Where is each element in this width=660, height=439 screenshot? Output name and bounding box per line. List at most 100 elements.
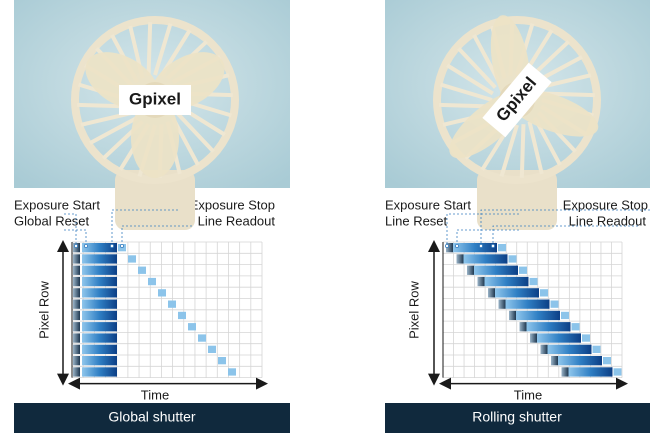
leader-line (492, 225, 638, 246)
readout-cell (138, 266, 146, 274)
exposure-bar (82, 254, 117, 264)
leader-line (446, 213, 519, 246)
leader-dot (444, 243, 449, 248)
logo-card (482, 62, 552, 138)
fan-spoke (175, 111, 215, 154)
exposure-bar (484, 276, 529, 287)
exposure-bar (82, 356, 117, 366)
reset-cell (467, 265, 474, 275)
readout-cell (128, 255, 136, 263)
readout-cell (208, 345, 216, 353)
logo: Gpixel (129, 89, 181, 108)
caption-bar (14, 403, 290, 433)
exposure-bar (495, 288, 539, 298)
axis-label: Time (514, 387, 542, 402)
readout-cell (582, 334, 590, 342)
exposure-bar (558, 356, 602, 366)
exposure-bar (82, 299, 117, 309)
fan-stand (115, 170, 195, 230)
exposure-bar (82, 333, 117, 343)
reset-cell (73, 288, 80, 298)
exposure-bar (463, 254, 508, 264)
leader-line (64, 213, 77, 246)
leader-dot (110, 243, 115, 248)
exposure-bar (526, 322, 571, 332)
fan-spoke (519, 124, 526, 178)
reset-cell (73, 299, 80, 309)
readout-cell (529, 277, 538, 286)
exposure-bar (505, 299, 550, 309)
reset-cell (73, 344, 80, 354)
leader-line (480, 209, 650, 246)
label: Exposure Stop (563, 197, 648, 212)
reset-cell (540, 344, 548, 354)
readout-cell (228, 368, 236, 376)
label: Line Readout (569, 213, 647, 228)
readout-cell (198, 334, 206, 342)
readout-cell (508, 255, 517, 263)
fan-spoke (499, 124, 519, 178)
readout-cell (188, 323, 196, 331)
axis-label: Pixel Row (36, 280, 51, 338)
reset-cell (73, 322, 80, 332)
fan-spoke (153, 22, 173, 76)
readout-cell (498, 244, 506, 252)
exposure-bar (82, 243, 117, 253)
exposure-bar (82, 367, 117, 377)
exposure-bar (474, 265, 518, 275)
readout-cell (178, 311, 186, 320)
leader-line (121, 225, 192, 246)
readout-cell (613, 368, 622, 376)
reset-cell (551, 356, 558, 366)
leader-line (64, 229, 87, 246)
caption: Rolling shutter (472, 409, 562, 425)
reset-cell (73, 356, 80, 366)
exposure-bar (547, 344, 592, 354)
reset-cell (456, 254, 464, 264)
exposure-bar (453, 243, 497, 253)
reset-cell (73, 276, 80, 287)
readout-cell (218, 357, 226, 365)
fan-spoke (439, 82, 493, 102)
readout-cell (148, 277, 156, 286)
readout-cell (571, 323, 580, 331)
fan-blade (131, 98, 179, 178)
readout-cell (603, 357, 611, 365)
label: Line Readout (198, 213, 276, 228)
readout-cell (550, 300, 559, 308)
exposure-bar (82, 310, 117, 321)
exposure-bar (82, 276, 117, 287)
fan-spoke (457, 46, 497, 89)
reset-cell (519, 322, 527, 332)
exposure-bar (82, 288, 117, 298)
leader-dot (490, 243, 495, 248)
exposure-bar (82, 265, 117, 275)
fan-rim (71, 16, 239, 184)
readout-cell (592, 345, 601, 353)
reset-cell (73, 265, 80, 275)
label: Line Reset (385, 213, 448, 228)
fan-stand (477, 170, 557, 230)
reset-cell (509, 310, 516, 321)
leader-dot (478, 243, 483, 248)
reset-cell (73, 333, 80, 343)
readout-cell (519, 266, 527, 274)
fan-rim (433, 16, 601, 184)
label: Exposure Start (14, 197, 100, 212)
fan-spoke (446, 63, 494, 96)
leader-dot (454, 243, 459, 248)
reset-cell (561, 367, 569, 377)
exposure-bar (516, 310, 560, 321)
reset-cell (73, 310, 80, 321)
reset-cell (73, 254, 80, 264)
readout-cell (561, 311, 569, 320)
fan-spoke (146, 22, 153, 76)
readout-cell (540, 289, 548, 297)
caption-bar (385, 403, 650, 433)
exposure-bar (82, 322, 117, 332)
reset-cell (446, 243, 453, 253)
readout-cell (168, 300, 176, 308)
leader-dot (84, 243, 89, 248)
label: Global Reset (14, 213, 90, 228)
rolling-panel: Exposure Start Line Reset Exposure Stop … (385, 0, 650, 433)
